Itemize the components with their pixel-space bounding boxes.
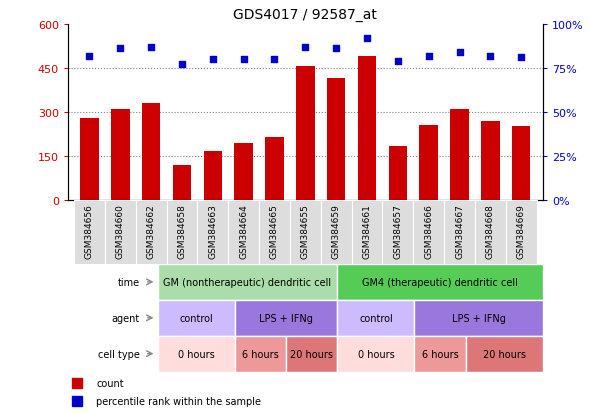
Text: GM4 (therapeutic) dendritic cell: GM4 (therapeutic) dendritic cell [362, 277, 518, 287]
FancyBboxPatch shape [105, 200, 136, 264]
Point [362, 36, 372, 42]
Text: 20 hours: 20 hours [483, 349, 526, 359]
FancyBboxPatch shape [158, 300, 235, 336]
FancyBboxPatch shape [259, 200, 290, 264]
Text: GSM384660: GSM384660 [116, 204, 124, 258]
Bar [419, 126, 438, 200]
Point [116, 46, 125, 53]
Text: GSM384657: GSM384657 [394, 204, 402, 258]
FancyBboxPatch shape [235, 336, 286, 372]
Bar [450, 109, 469, 200]
Point [455, 50, 464, 56]
Bar [389, 146, 407, 200]
Text: GSM384666: GSM384666 [424, 204, 433, 258]
FancyBboxPatch shape [413, 200, 444, 264]
Text: 20 hours: 20 hours [290, 349, 333, 359]
Text: GSM384669: GSM384669 [517, 204, 526, 258]
Bar [142, 104, 160, 200]
Point [208, 57, 218, 63]
Bar [80, 119, 99, 200]
Text: GM (nontherapeutic) dendritic cell: GM (nontherapeutic) dendritic cell [163, 277, 332, 287]
Bar [358, 57, 376, 200]
Point [301, 44, 310, 51]
Text: 0 hours: 0 hours [358, 349, 394, 359]
FancyBboxPatch shape [466, 336, 543, 372]
Point [239, 57, 248, 63]
Text: 6 hours: 6 hours [242, 349, 278, 359]
Bar [111, 109, 130, 200]
FancyBboxPatch shape [506, 200, 537, 264]
Text: control: control [179, 313, 213, 323]
FancyBboxPatch shape [228, 200, 259, 264]
Bar [296, 67, 314, 200]
Text: LPS + IFNg: LPS + IFNg [259, 313, 313, 323]
FancyBboxPatch shape [286, 336, 337, 372]
FancyBboxPatch shape [352, 200, 382, 264]
Text: GSM384656: GSM384656 [85, 204, 94, 258]
Bar [512, 127, 530, 200]
Text: 6 hours: 6 hours [422, 349, 458, 359]
Text: GSM384664: GSM384664 [239, 204, 248, 258]
Bar [234, 143, 253, 200]
FancyBboxPatch shape [290, 200, 321, 264]
Text: GSM384658: GSM384658 [178, 204, 186, 258]
FancyBboxPatch shape [475, 200, 506, 264]
Point [424, 53, 434, 60]
Text: GSM384667: GSM384667 [455, 204, 464, 258]
Point [177, 62, 186, 69]
Text: time: time [117, 277, 140, 287]
FancyBboxPatch shape [414, 300, 543, 336]
Bar [481, 121, 500, 200]
FancyBboxPatch shape [321, 200, 352, 264]
Text: GSM384663: GSM384663 [208, 204, 217, 258]
FancyBboxPatch shape [337, 336, 414, 372]
Text: agent: agent [112, 313, 140, 323]
Text: count: count [96, 378, 124, 388]
Point [486, 53, 495, 60]
Text: cell type: cell type [98, 349, 140, 359]
Point [393, 58, 402, 65]
FancyBboxPatch shape [414, 336, 466, 372]
Point [146, 44, 156, 51]
Bar [327, 79, 345, 200]
FancyBboxPatch shape [235, 300, 337, 336]
FancyBboxPatch shape [74, 200, 105, 264]
Bar [204, 152, 222, 200]
FancyBboxPatch shape [337, 300, 414, 336]
Text: GSM384659: GSM384659 [332, 204, 340, 258]
Text: GSM384662: GSM384662 [147, 204, 156, 258]
Text: GSM384665: GSM384665 [270, 204, 279, 258]
Bar [266, 138, 284, 200]
FancyBboxPatch shape [136, 200, 166, 264]
FancyBboxPatch shape [166, 200, 198, 264]
Point [516, 55, 526, 62]
FancyBboxPatch shape [158, 264, 337, 300]
Bar [173, 165, 191, 200]
Point [270, 57, 279, 63]
Text: LPS + IFNg: LPS + IFNg [452, 313, 506, 323]
FancyBboxPatch shape [444, 200, 475, 264]
Text: control: control [359, 313, 393, 323]
Text: percentile rank within the sample: percentile rank within the sample [96, 396, 261, 406]
FancyBboxPatch shape [337, 264, 543, 300]
Point [332, 46, 341, 53]
FancyBboxPatch shape [198, 200, 228, 264]
Point [85, 53, 94, 60]
Text: GSM384661: GSM384661 [362, 204, 372, 258]
FancyBboxPatch shape [158, 336, 235, 372]
Text: GSM384668: GSM384668 [486, 204, 495, 258]
Text: 0 hours: 0 hours [178, 349, 215, 359]
Title: GDS4017 / 92587_at: GDS4017 / 92587_at [234, 8, 377, 22]
FancyBboxPatch shape [382, 200, 413, 264]
Text: GSM384655: GSM384655 [301, 204, 310, 258]
